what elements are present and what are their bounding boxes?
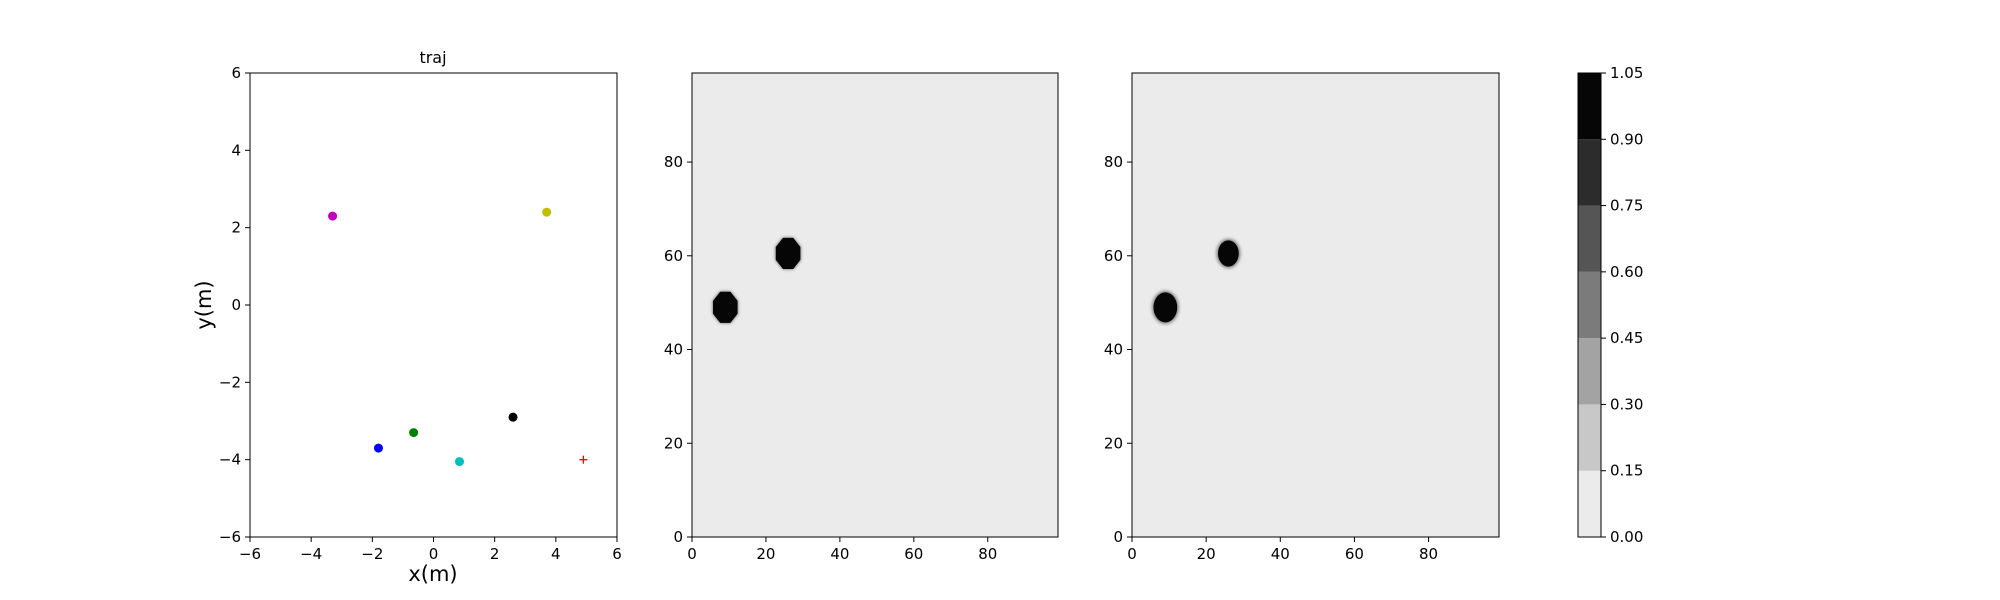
heatmap-1-y-tick-label: 80 bbox=[664, 153, 683, 171]
heatmap-1-x-tick-label: 0 bbox=[687, 545, 697, 563]
colorbar-band bbox=[1578, 139, 1601, 206]
colorbar-band bbox=[1578, 338, 1601, 405]
colorbar-band bbox=[1578, 404, 1601, 471]
heatmap-1-y-tick-label: 20 bbox=[664, 434, 683, 452]
traj-point bbox=[328, 211, 338, 221]
heatmap-2-frame bbox=[1131, 72, 1500, 538]
heatmap-1-background bbox=[692, 73, 1058, 537]
traj-x-tick-label: 6 bbox=[612, 545, 622, 563]
heatmap-2-blobs bbox=[1152, 238, 1241, 324]
traj-point bbox=[454, 457, 464, 467]
heatmap-2-y-tick-label: 40 bbox=[1104, 341, 1123, 359]
traj-point bbox=[508, 412, 518, 422]
traj-y-tick-label: 0 bbox=[231, 296, 241, 314]
traj-y-tick-label: 4 bbox=[231, 141, 241, 159]
colorbar-tick-label: 1.05 bbox=[1610, 64, 1643, 82]
colorbar-tick-label: 0.15 bbox=[1610, 462, 1643, 480]
heatmap-1-x-tick-label: 40 bbox=[830, 545, 849, 563]
heatmap-1-blobs bbox=[713, 237, 801, 323]
colorbar-tick-label: 0.60 bbox=[1610, 263, 1643, 281]
traj-title: traj bbox=[419, 48, 446, 67]
traj-plot-area bbox=[250, 73, 617, 537]
traj-y-tick-label: −4 bbox=[219, 451, 241, 469]
colorbar-tick-label: 0.30 bbox=[1610, 395, 1643, 413]
heatmap-2-x-tick-label: 0 bbox=[1127, 545, 1137, 563]
heatmap-1-x-tick-label: 60 bbox=[904, 545, 923, 563]
heatmap-2-background bbox=[1132, 73, 1499, 537]
heatmap-2-x-tick-label: 20 bbox=[1197, 545, 1216, 563]
heatmap-1-frame bbox=[691, 72, 1059, 538]
colorbar: 0.00 0.15 0.30 0.45 0.60 0.75 0.90 1.05 bbox=[1577, 64, 1643, 546]
heatmap-2-x-tick-label: 40 bbox=[1271, 545, 1290, 563]
heatmap-2-y-tick-label: 20 bbox=[1104, 434, 1123, 452]
heatmap-panel-1: 0 20 40 60 80 0 20 40 60 80 bbox=[664, 72, 1059, 563]
heatmap-2-x-ticks: 0 20 40 60 80 bbox=[1127, 537, 1438, 563]
colorbar-frame bbox=[1577, 72, 1602, 538]
traj-x-ticks: −6 −4 −2 0 2 4 6 bbox=[239, 537, 622, 563]
colorbar-band bbox=[1578, 73, 1601, 140]
traj-x-tick-label: 0 bbox=[429, 545, 439, 563]
colorbar-tick-label: 0.00 bbox=[1610, 528, 1643, 546]
traj-x-tick-label: 4 bbox=[551, 545, 561, 563]
traj-y-tick-label: 6 bbox=[231, 64, 241, 82]
traj-point-plus bbox=[579, 455, 588, 464]
traj-points bbox=[328, 207, 588, 467]
heatmap-1-x-tick-label: 80 bbox=[978, 545, 997, 563]
traj-xlabel: x(m) bbox=[408, 562, 457, 586]
heatmap-2-y-tick-label: 0 bbox=[1113, 528, 1123, 546]
heatmap-1-y-tick-label: 0 bbox=[673, 528, 683, 546]
colorbar-tick-label: 0.45 bbox=[1610, 329, 1643, 347]
traj-ylabel: y(m) bbox=[192, 280, 216, 329]
heatmap-2-blob bbox=[1216, 238, 1241, 269]
colorbar-ticks: 0.00 0.15 0.30 0.45 0.60 0.75 0.90 1.05 bbox=[1601, 64, 1643, 546]
heatmap-1-y-ticks: 0 20 40 60 80 bbox=[664, 153, 692, 546]
heatmap-1-y-tick-label: 40 bbox=[664, 341, 683, 359]
traj-y-tick-label: 2 bbox=[231, 219, 241, 237]
heatmap-2-x-tick-label: 60 bbox=[1345, 545, 1364, 563]
traj-x-tick-label: −2 bbox=[361, 545, 383, 563]
colorbar-bands bbox=[1578, 73, 1601, 537]
traj-y-tick-label: −2 bbox=[219, 373, 241, 391]
colorbar-band bbox=[1578, 205, 1601, 272]
colorbar-band bbox=[1578, 470, 1601, 537]
traj-y-tick-label: −6 bbox=[219, 528, 241, 546]
heatmap-2-y-ticks: 0 20 40 60 80 bbox=[1104, 153, 1132, 546]
heatmap-1-x-ticks: 0 20 40 60 80 bbox=[687, 537, 997, 563]
traj-x-tick-label: −4 bbox=[300, 545, 322, 563]
traj-point bbox=[409, 428, 419, 438]
traj-panel: traj −6 −4 −2 0 2 4 6 −6 −4 −2 0 2 4 6 x(m) y(m) bbox=[192, 48, 622, 586]
heatmap-1-blob bbox=[713, 291, 738, 323]
heatmap-1-y-tick-label: 60 bbox=[664, 247, 683, 265]
heatmap-2-y-tick-label: 80 bbox=[1104, 153, 1123, 171]
traj-point bbox=[373, 443, 383, 453]
colorbar-band bbox=[1578, 271, 1601, 339]
heatmap-2-x-tick-label: 80 bbox=[1419, 545, 1438, 563]
heatmap-1-x-tick-label: 20 bbox=[756, 545, 775, 563]
heatmap-2-blob bbox=[1152, 290, 1179, 324]
heatmap-2-y-tick-label: 60 bbox=[1104, 247, 1123, 265]
colorbar-tick-label: 0.90 bbox=[1610, 130, 1643, 148]
traj-y-ticks: −6 −4 −2 0 2 4 6 bbox=[219, 64, 250, 546]
colorbar-tick-label: 0.75 bbox=[1610, 197, 1643, 215]
heatmap-panel-2: 0 20 40 60 80 0 20 40 60 80 bbox=[1104, 72, 1500, 563]
traj-x-tick-label: −6 bbox=[239, 545, 261, 563]
heatmap-1-blob bbox=[775, 237, 801, 269]
traj-x-tick-label: 2 bbox=[490, 545, 500, 563]
traj-point bbox=[542, 207, 552, 217]
